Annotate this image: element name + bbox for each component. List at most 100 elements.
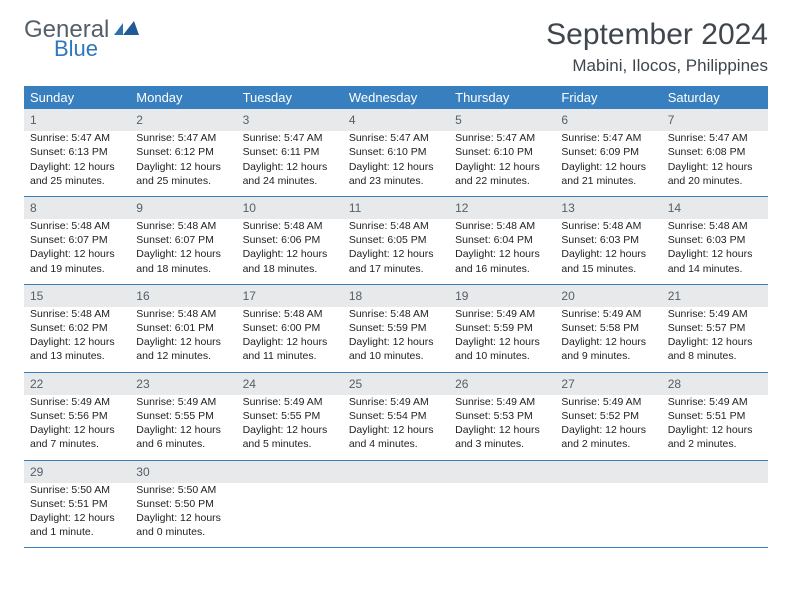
sunset-text: Sunset: 6:02 PM bbox=[30, 321, 124, 335]
daylight-line2: and 4 minutes. bbox=[349, 437, 443, 451]
daylight-line2: and 25 minutes. bbox=[136, 174, 230, 188]
daylight-line2: and 21 minutes. bbox=[561, 174, 655, 188]
day-cell bbox=[555, 483, 661, 548]
sunrise-text: Sunrise: 5:48 AM bbox=[243, 307, 337, 321]
daylight-line1: Daylight: 12 hours bbox=[349, 247, 443, 261]
daylight-line2: and 24 minutes. bbox=[243, 174, 337, 188]
sunrise-text: Sunrise: 5:49 AM bbox=[455, 307, 549, 321]
day-number-row: 15161718192021 bbox=[24, 284, 768, 307]
sunset-text: Sunset: 5:53 PM bbox=[455, 409, 549, 423]
day-number: 6 bbox=[555, 109, 661, 131]
daylight-line2: and 3 minutes. bbox=[455, 437, 549, 451]
sunset-text: Sunset: 6:07 PM bbox=[136, 233, 230, 247]
sunrise-text: Sunrise: 5:49 AM bbox=[349, 395, 443, 409]
day-number: 1 bbox=[24, 109, 130, 131]
daylight-line1: Daylight: 12 hours bbox=[561, 160, 655, 174]
sunset-text: Sunset: 6:04 PM bbox=[455, 233, 549, 247]
day-cell: Sunrise: 5:49 AMSunset: 5:55 PMDaylight:… bbox=[130, 395, 236, 460]
sunset-text: Sunset: 6:10 PM bbox=[455, 145, 549, 159]
daylight-line2: and 18 minutes. bbox=[243, 262, 337, 276]
sunrise-text: Sunrise: 5:48 AM bbox=[561, 219, 655, 233]
title-block: September 2024 Mabini, Ilocos, Philippin… bbox=[546, 18, 768, 76]
day-cell: Sunrise: 5:49 AMSunset: 5:54 PMDaylight:… bbox=[343, 395, 449, 460]
weekday-header: Wednesday bbox=[343, 86, 449, 109]
daylight-line1: Daylight: 12 hours bbox=[561, 423, 655, 437]
daylight-line1: Daylight: 12 hours bbox=[668, 335, 762, 349]
weekday-header: Friday bbox=[555, 86, 661, 109]
page-title: September 2024 bbox=[546, 18, 768, 52]
day-number-row: 1234567 bbox=[24, 109, 768, 131]
daylight-line1: Daylight: 12 hours bbox=[30, 335, 124, 349]
sunset-text: Sunset: 6:05 PM bbox=[349, 233, 443, 247]
sunrise-text: Sunrise: 5:47 AM bbox=[30, 131, 124, 145]
sunset-text: Sunset: 5:51 PM bbox=[30, 497, 124, 511]
daylight-line1: Daylight: 12 hours bbox=[668, 160, 762, 174]
day-cell: Sunrise: 5:48 AMSunset: 6:07 PMDaylight:… bbox=[130, 219, 236, 284]
day-cell: Sunrise: 5:49 AMSunset: 5:52 PMDaylight:… bbox=[555, 395, 661, 460]
day-number: 4 bbox=[343, 109, 449, 131]
daylight-line1: Daylight: 12 hours bbox=[455, 335, 549, 349]
day-cell bbox=[343, 483, 449, 548]
weekday-header: Saturday bbox=[662, 86, 768, 109]
day-number: 19 bbox=[449, 284, 555, 307]
daylight-line1: Daylight: 12 hours bbox=[136, 511, 230, 525]
daylight-line2: and 8 minutes. bbox=[668, 349, 762, 363]
daylight-line1: Daylight: 12 hours bbox=[455, 423, 549, 437]
daylight-line2: and 16 minutes. bbox=[455, 262, 549, 276]
sunset-text: Sunset: 6:07 PM bbox=[30, 233, 124, 247]
sunrise-text: Sunrise: 5:47 AM bbox=[455, 131, 549, 145]
day-content-row: Sunrise: 5:50 AMSunset: 5:51 PMDaylight:… bbox=[24, 483, 768, 548]
sunrise-text: Sunrise: 5:50 AM bbox=[136, 483, 230, 497]
sunset-text: Sunset: 6:03 PM bbox=[668, 233, 762, 247]
day-number: 14 bbox=[662, 196, 768, 219]
sunrise-text: Sunrise: 5:48 AM bbox=[30, 219, 124, 233]
daylight-line1: Daylight: 12 hours bbox=[561, 335, 655, 349]
sunrise-text: Sunrise: 5:50 AM bbox=[30, 483, 124, 497]
day-cell: Sunrise: 5:48 AMSunset: 6:03 PMDaylight:… bbox=[662, 219, 768, 284]
weekday-header: Monday bbox=[130, 86, 236, 109]
daylight-line2: and 22 minutes. bbox=[455, 174, 549, 188]
daylight-line2: and 7 minutes. bbox=[30, 437, 124, 451]
day-cell bbox=[237, 483, 343, 548]
sunset-text: Sunset: 5:52 PM bbox=[561, 409, 655, 423]
daylight-line1: Daylight: 12 hours bbox=[30, 247, 124, 261]
daylight-line2: and 5 minutes. bbox=[243, 437, 337, 451]
weekday-header-row: SundayMondayTuesdayWednesdayThursdayFrid… bbox=[24, 86, 768, 109]
day-cell: Sunrise: 5:47 AMSunset: 6:13 PMDaylight:… bbox=[24, 131, 130, 196]
daylight-line2: and 12 minutes. bbox=[136, 349, 230, 363]
day-cell: Sunrise: 5:49 AMSunset: 5:58 PMDaylight:… bbox=[555, 307, 661, 372]
daylight-line1: Daylight: 12 hours bbox=[30, 423, 124, 437]
daylight-line1: Daylight: 12 hours bbox=[349, 160, 443, 174]
sunset-text: Sunset: 6:00 PM bbox=[243, 321, 337, 335]
logo-blue-text: Blue bbox=[54, 38, 140, 60]
day-number bbox=[662, 460, 768, 483]
daylight-line2: and 0 minutes. bbox=[136, 525, 230, 539]
day-number-row: 22232425262728 bbox=[24, 372, 768, 395]
sunset-text: Sunset: 6:11 PM bbox=[243, 145, 337, 159]
daylight-line1: Daylight: 12 hours bbox=[455, 160, 549, 174]
sunset-text: Sunset: 5:58 PM bbox=[561, 321, 655, 335]
sunset-text: Sunset: 6:10 PM bbox=[349, 145, 443, 159]
weekday-header: Sunday bbox=[24, 86, 130, 109]
sunset-text: Sunset: 6:06 PM bbox=[243, 233, 337, 247]
header: General Blue September 2024 Mabini, Iloc… bbox=[24, 18, 768, 76]
day-number: 23 bbox=[130, 372, 236, 395]
daylight-line2: and 2 minutes. bbox=[668, 437, 762, 451]
daylight-line1: Daylight: 12 hours bbox=[243, 247, 337, 261]
sunrise-text: Sunrise: 5:47 AM bbox=[136, 131, 230, 145]
daylight-line1: Daylight: 12 hours bbox=[455, 247, 549, 261]
day-number: 9 bbox=[130, 196, 236, 219]
sunrise-text: Sunrise: 5:49 AM bbox=[561, 307, 655, 321]
sunset-text: Sunset: 5:54 PM bbox=[349, 409, 443, 423]
day-cell: Sunrise: 5:48 AMSunset: 6:00 PMDaylight:… bbox=[237, 307, 343, 372]
day-number: 7 bbox=[662, 109, 768, 131]
weekday-header: Thursday bbox=[449, 86, 555, 109]
day-cell bbox=[662, 483, 768, 548]
sunrise-text: Sunrise: 5:48 AM bbox=[455, 219, 549, 233]
day-number: 3 bbox=[237, 109, 343, 131]
sunset-text: Sunset: 5:55 PM bbox=[136, 409, 230, 423]
day-cell: Sunrise: 5:49 AMSunset: 5:59 PMDaylight:… bbox=[449, 307, 555, 372]
location-text: Mabini, Ilocos, Philippines bbox=[546, 56, 768, 76]
daylight-line2: and 2 minutes. bbox=[561, 437, 655, 451]
sunrise-text: Sunrise: 5:48 AM bbox=[243, 219, 337, 233]
